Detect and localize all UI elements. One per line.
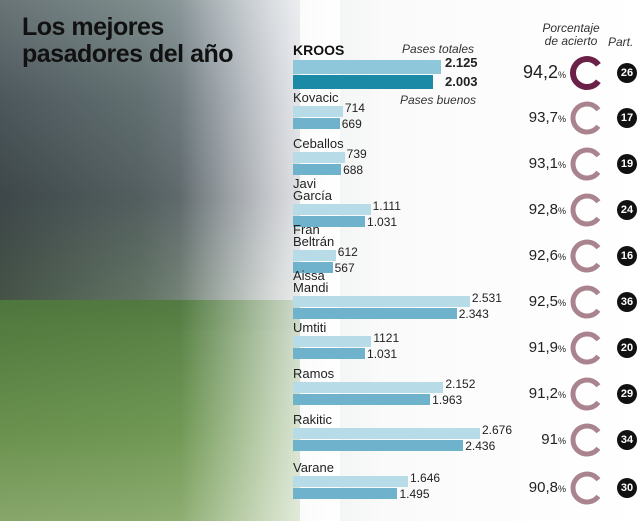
bar-total [293, 476, 409, 487]
player-name: Ceballos [293, 136, 344, 151]
games-badge: 16 [617, 246, 637, 266]
bar-good [293, 262, 333, 273]
player-row: Fran Beltrán 612 567 92,6% 16 [293, 222, 640, 275]
games-header: Part. [608, 35, 634, 49]
games-badge: 17 [617, 108, 637, 128]
bar-good [293, 394, 431, 405]
bar-good [293, 118, 340, 129]
games-badge: 29 [617, 384, 637, 404]
total-label: 2.125 [445, 55, 478, 70]
accuracy-ring [570, 193, 604, 227]
games-badge: 24 [617, 200, 637, 220]
bar-good [293, 164, 342, 175]
total-label: 1.111 [372, 199, 401, 213]
bar-good [293, 216, 366, 227]
accuracy-label: 92,5% [528, 293, 566, 310]
bar-total [293, 428, 480, 439]
games-badge: 30 [617, 478, 637, 498]
legend-total: Pases totales [402, 42, 475, 56]
accuracy-ring [570, 239, 604, 273]
total-label: 612 [337, 245, 358, 259]
accuracy-label: 91% [541, 431, 566, 448]
accuracy-header: Porcentaje de acierto [542, 21, 600, 48]
accuracy-label: 91,2% [528, 385, 566, 402]
player-row: Umtiti 1121 1.031 91,9% 20 [293, 320, 640, 368]
good-label: 2.343 [458, 307, 489, 321]
player-row: Rakitic 2.676 2.436 91% 34 [293, 412, 640, 460]
chart-title: Los mejores pasadores del año [22, 13, 234, 68]
player-name: Kovacic [293, 90, 339, 105]
player-row: Kovacic 714 669 93,7% 17 [293, 90, 640, 138]
bar-good [293, 348, 366, 359]
bar-good [293, 75, 433, 89]
legend-good: Pases buenos [400, 93, 477, 107]
accuracy-ring [570, 377, 604, 411]
total-label: 1121 [373, 331, 400, 345]
bar-total [293, 204, 371, 215]
total-label: 1.646 [410, 471, 441, 485]
player-row: Aissa Mandi 2.531 2.343 92,5% 36 [293, 268, 640, 321]
good-label: 1.495 [399, 487, 430, 501]
bar-good [293, 308, 457, 319]
player-row: KROOS 2.125 2.003 94,2% 26 [293, 42, 640, 90]
bar-total [293, 152, 345, 163]
total-label: 2.531 [471, 291, 502, 305]
accuracy-ring [570, 285, 604, 319]
accuracy-label: 93,7% [528, 109, 566, 126]
accuracy-label: 94,2% [522, 62, 566, 82]
games-badge: 26 [617, 63, 637, 83]
good-label: 2.003 [445, 74, 478, 89]
good-label: 1.963 [432, 393, 463, 407]
games-badge: 34 [617, 430, 637, 450]
bar-good [293, 488, 398, 499]
good-label: 567 [334, 261, 355, 275]
total-label: 2.676 [482, 423, 513, 437]
good-label: 2.436 [465, 439, 496, 453]
accuracy-label: 90,8% [528, 479, 566, 496]
total-label: 2.152 [445, 377, 476, 391]
player-name: Umtiti [293, 320, 327, 335]
player-name: Javi García [293, 176, 333, 203]
total-label: 739 [346, 147, 367, 161]
games-badge: 36 [617, 292, 637, 312]
bar-total [293, 250, 336, 261]
bar-total [293, 60, 442, 74]
player-name: Fran Beltrán [293, 222, 335, 249]
games-badge: 20 [617, 338, 637, 358]
bar-good [293, 440, 464, 451]
good-label: 688 [343, 163, 364, 177]
player-name: Varane [293, 460, 334, 475]
accuracy-label: 91,9% [528, 339, 566, 356]
bar-total [293, 336, 372, 347]
accuracy-label: 92,6% [528, 247, 566, 264]
player-row: Ramos 2.152 1.963 91,2% 29 [293, 366, 640, 414]
accuracy-ring [570, 331, 604, 365]
accuracy-ring [570, 56, 604, 90]
player-name: Aissa Mandi [293, 268, 329, 295]
good-label: 1.031 [367, 215, 398, 229]
total-label: 714 [344, 101, 365, 115]
good-label: 669 [341, 117, 362, 131]
accuracy-ring [570, 147, 604, 181]
player-row: Ceballos 739 688 93,1% 19 [293, 136, 640, 184]
player-name: Ramos [293, 366, 335, 381]
accuracy-label: 93,1% [528, 155, 566, 172]
bar-total [293, 296, 470, 307]
games-badge: 19 [617, 154, 637, 174]
accuracy-ring [570, 423, 604, 457]
good-label: 1.031 [367, 347, 398, 361]
accuracy-ring [570, 471, 604, 505]
accuracy-label: 92,8% [528, 201, 566, 218]
player-name: KROOS [293, 42, 345, 58]
player-row: Javi García 1.111 1.031 92,8% 24 [293, 176, 640, 229]
player-row: Varane 1.646 1.495 90,8% 30 [293, 460, 640, 508]
player-name: Rakitic [293, 412, 333, 427]
bar-total [293, 106, 343, 117]
accuracy-ring [570, 101, 604, 135]
bar-total [293, 382, 444, 393]
